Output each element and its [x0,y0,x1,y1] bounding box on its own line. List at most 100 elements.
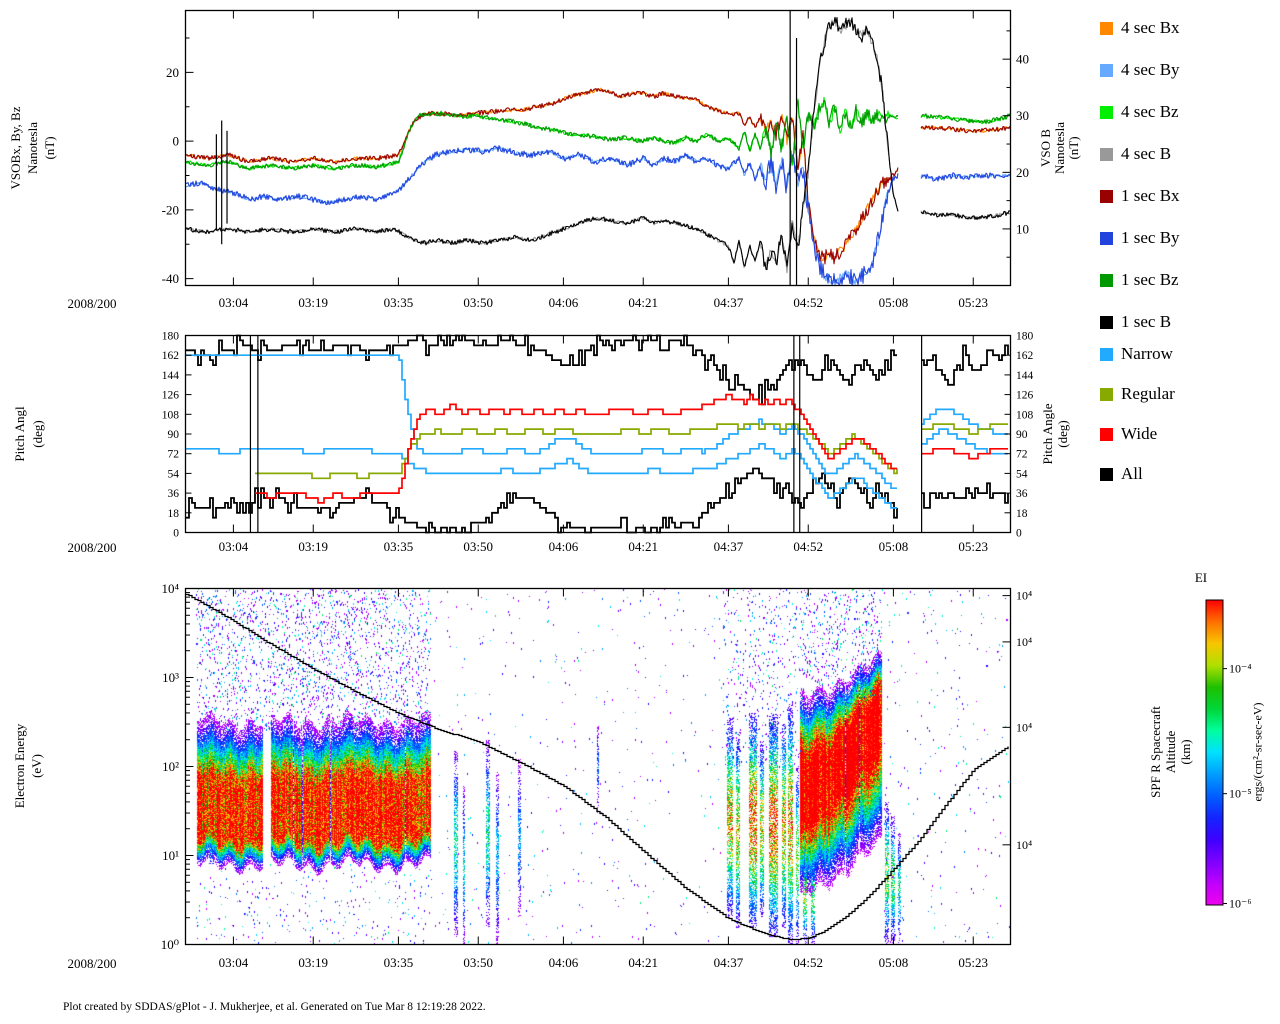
x-tick-label: 04:37 [714,955,744,970]
x-tick-label: 04:37 [714,539,744,554]
mag-y-left-title-line3: (nT) [42,136,57,160]
energy-tick: 10⁴ [161,581,179,596]
energy-tick: 10³ [162,670,179,685]
legend-label: 4 sec Bz [1121,102,1179,121]
altitude-axis-title-line2: Altitude [1163,730,1178,774]
colorbar-tick-label: 10⁻⁶ [1229,896,1252,910]
legend-label: 1 sec By [1121,228,1180,247]
4-sec-bx-swatch-icon [1100,21,1113,35]
x-tick-label: 05:23 [958,295,988,310]
mag-y-right-tick: 40 [1016,52,1029,67]
pitch-y-left-tick: 36 [168,488,180,500]
x-tick-label: 03:50 [463,295,493,310]
legend-item-1-sec-by: 1 sec By [1100,229,1180,247]
legend-label: 4 sec Bx [1121,18,1180,37]
legend-item-4-sec-by: 4 sec By [1100,61,1180,79]
x-tick-label: 03:50 [463,955,493,970]
x-tick-label: 05:08 [879,955,909,970]
series-narrow-upper [186,354,1008,490]
mag-y-right-tick: 30 [1016,108,1029,123]
colorbar-frame [1205,599,1224,906]
mag-y-left-tick: 20 [166,65,179,80]
colorbar-unit-label: ergs/(cm²-sr-sec-eV) [1250,702,1265,802]
pitch-y-right-tick: 0 [1016,528,1022,540]
x-tick-label: 03:04 [219,955,249,970]
x-tick-label: 04:21 [628,955,658,970]
pitch-y-right-tick: 162 [1016,350,1034,362]
pitch-date-label: 2008/200 [67,540,117,555]
x-tick-label: 05:23 [958,955,988,970]
1-sec-by-swatch-icon [1100,231,1113,245]
all-swatch-icon [1100,467,1113,481]
1-sec-b-swatch-icon [1100,315,1113,329]
x-tick-label: 03:50 [463,539,493,554]
altitude-tick: 10⁴ [1016,635,1032,649]
x-tick-label: 04:37 [714,295,744,310]
pitch-y-left-tick: 180 [162,331,180,343]
pitch-y-left-tick: 72 [168,449,180,461]
series-all-lower [186,467,1009,534]
1-sec-bz-swatch-icon [1100,273,1113,287]
energy-tick: 10⁰ [161,937,179,952]
series-1-sec-b [185,16,1011,271]
wide-swatch-icon [1100,427,1113,441]
legend-item-1-sec-bx: 1 sec Bx [1100,187,1180,205]
pitch-y-left-title-line2: (deg) [30,420,45,448]
legend-item-4-sec-b: 4 sec B [1100,145,1171,163]
x-tick-label: 05:23 [958,539,988,554]
series-wide [255,393,1008,504]
pitch-y-right-tick: 36 [1016,488,1028,500]
series-1-sec-bx [185,87,1011,265]
altitude-tick: 10⁴ [1016,589,1032,603]
x-tick-label: 04:21 [628,295,658,310]
mag-date-label: 2008/200 [67,296,117,311]
4-sec-bz-swatch-icon [1100,105,1113,119]
x-tick-label: 05:08 [879,539,909,554]
x-tick-label: 04:52 [793,955,823,970]
mag-y-left-title-line2: Nanotesla [25,122,40,174]
legend-item-wide: Wide [1100,425,1157,443]
narrow-swatch-icon [1100,347,1113,361]
altitude-tick: 10⁴ [1016,720,1032,734]
legend-item-1-sec-bz: 1 sec Bz [1100,271,1179,289]
pitch-y-right-tick: 18 [1016,508,1028,520]
mag-y-left-title-line1: VSOBx, By, Bz [8,106,23,190]
pitch-y-left-tick: 126 [162,390,180,402]
pitch-y-left-tick: 144 [162,370,180,382]
x-tick-label: 03:19 [298,295,328,310]
spec-date-label: 2008/200 [67,956,117,971]
mag-y-right-tick: 10 [1016,221,1029,236]
legend-item-all: All [1100,465,1143,483]
pitch-y-right-tick: 144 [1016,370,1034,382]
legend-item-regular: Regular [1100,385,1175,403]
energy-tick: 10¹ [162,848,179,863]
series-all-upper [186,334,1009,406]
pitch-y-left-tick: 162 [162,350,180,362]
legend-label: Regular [1121,384,1175,403]
pitch-y-left-tick: 108 [162,409,180,421]
pitch-y-left-tick: 54 [168,468,180,480]
pitch-y-right-tick: 72 [1016,449,1028,461]
pitch-y-left-tick: 90 [168,429,180,441]
altitude-axis-title-line1: SPF R Spacecraft [1148,706,1163,798]
legend-item-4-sec-bz: 4 sec Bz [1100,103,1179,121]
pitch-y-right-tick: 108 [1016,409,1034,421]
legend-item-1-sec-b: 1 sec B [1100,313,1171,331]
pitch-y-left-tick: 0 [173,528,179,540]
x-tick-label: 03:04 [219,539,249,554]
colorbar-title: EI [1194,570,1208,585]
legend-label: 1 sec Bz [1121,270,1179,289]
legend-label: 1 sec Bx [1121,186,1180,205]
x-tick-label: 03:04 [219,295,249,310]
1-sec-bx-swatch-icon [1100,189,1113,203]
legend-item-narrow: Narrow [1100,345,1173,363]
legend-label: 4 sec B [1121,144,1172,163]
legend-label: Wide [1121,424,1158,443]
regular-swatch-icon [1100,387,1113,401]
pitch-y-right-tick: 180 [1016,331,1034,343]
spectrogram-canvas [186,589,1010,944]
legend-label: 4 sec By [1121,60,1180,79]
x-tick-label: 04:06 [549,295,579,310]
